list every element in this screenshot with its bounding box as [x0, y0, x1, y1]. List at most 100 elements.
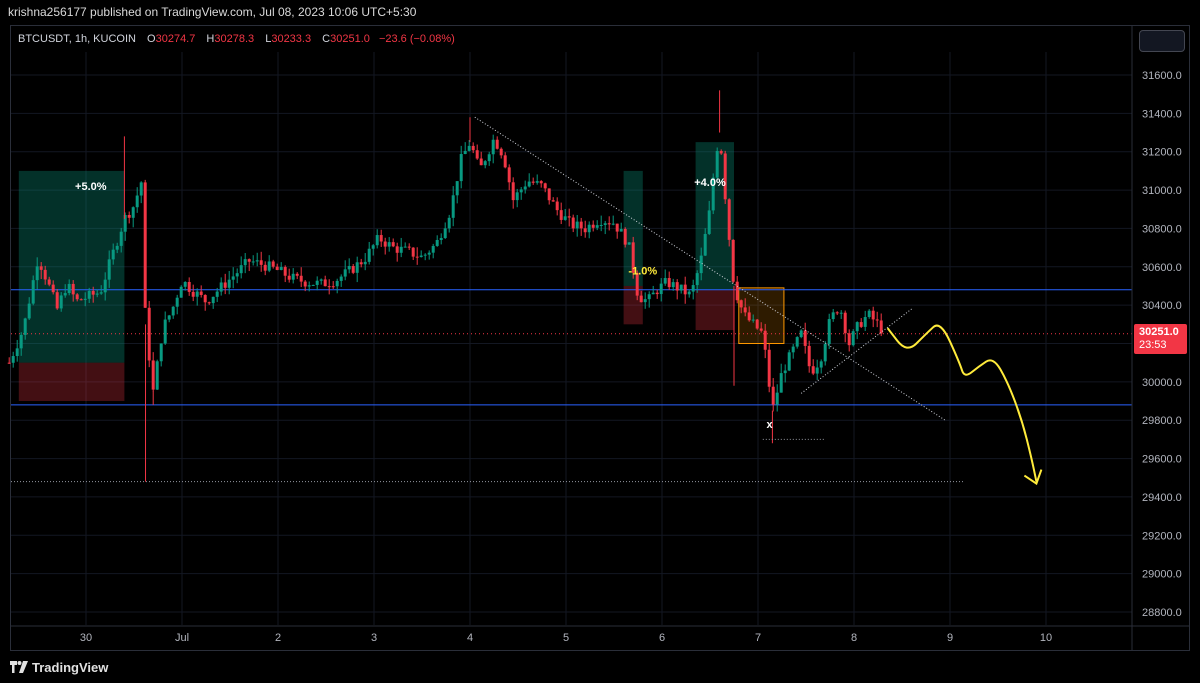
candle-body	[207, 302, 211, 304]
candle-body	[535, 181, 539, 183]
candle-body	[471, 145, 475, 151]
candle-body	[191, 291, 195, 297]
candle-body	[875, 319, 879, 321]
candle-body	[731, 239, 735, 282]
price-axis: 31600.0 31400.0 31200.0 31000.0 30800.0 30600…	[1131, 26, 1182, 651]
candle-body	[491, 139, 495, 155]
candle-body	[687, 291, 691, 295]
profit-zone	[623, 170, 643, 286]
candle-body	[371, 245, 375, 249]
y-tick-label: 28800.0	[1142, 607, 1182, 619]
candle-body	[815, 367, 819, 374]
candle-body	[351, 266, 355, 273]
candle-body	[39, 266, 43, 270]
y-tick-label: 30000.0	[1142, 377, 1182, 389]
candle-body	[443, 228, 447, 239]
forecast-arrowhead	[1023, 469, 1043, 486]
x-tick-label: 2	[275, 632, 281, 644]
candle-body	[299, 275, 303, 282]
candle-body	[747, 312, 751, 321]
symbol-label[interactable]: BTCUSDT, 1h, KUCOIN	[18, 33, 136, 45]
x-tick-label: 10	[1040, 632, 1052, 644]
candle-body	[143, 182, 147, 308]
candle-body	[119, 231, 123, 246]
position-tools	[18, 142, 785, 402]
candle-body	[603, 223, 607, 225]
candle-body	[843, 312, 847, 334]
candle-body	[515, 192, 519, 201]
x-tick-label: 5	[563, 632, 569, 644]
candle-body	[827, 319, 831, 345]
candle-body	[55, 292, 59, 309]
candle-body	[735, 281, 739, 301]
candle-body	[495, 139, 499, 149]
close-value: 30251.0	[330, 33, 370, 45]
candle-body	[871, 310, 875, 320]
candle-body	[139, 182, 143, 196]
chart-settings-button[interactable]	[1139, 30, 1185, 52]
candle-body	[307, 285, 311, 287]
candle-body	[199, 291, 203, 295]
published-text: krishna256177 published on TradingView.c…	[8, 5, 417, 19]
candle-body	[355, 262, 359, 273]
candle-body	[127, 214, 131, 218]
x-tick-label: Jul	[175, 632, 189, 644]
y-tick-label: 31400.0	[1142, 108, 1182, 120]
candle-body	[271, 261, 275, 267]
close-label: C	[322, 33, 331, 45]
candle-body	[163, 319, 167, 344]
candle-body	[579, 221, 583, 229]
candle-body	[467, 145, 471, 151]
candle-body	[619, 228, 623, 232]
candle-body	[415, 256, 419, 258]
candle-body	[155, 361, 159, 390]
candle-body	[75, 294, 79, 300]
candle-body	[363, 261, 367, 265]
x-tick-label: 4	[467, 632, 473, 644]
x-tick-label: 30	[80, 632, 92, 644]
candle-body	[267, 261, 271, 271]
candle-body	[791, 346, 795, 353]
candle-body	[331, 286, 335, 288]
candle-body	[879, 320, 883, 334]
candle-body	[711, 177, 715, 211]
candle-body	[79, 299, 83, 301]
candle-body	[147, 307, 151, 361]
trendline	[474, 116, 946, 421]
tradingview-brand[interactable]: TradingView	[10, 660, 108, 675]
candle-body	[131, 207, 135, 218]
candles	[7, 90, 883, 482]
candle-body	[231, 276, 235, 280]
y-tick-label: 29000.0	[1142, 569, 1182, 581]
candle-body	[615, 223, 619, 232]
candle-body	[215, 291, 219, 297]
candle-body	[547, 188, 551, 201]
open-value: 30274.7	[155, 33, 196, 45]
chart-frame[interactable]	[10, 25, 1190, 651]
candle-body	[103, 279, 107, 293]
candle-body	[587, 224, 591, 233]
candle-body	[643, 299, 647, 303]
candle-body	[387, 242, 391, 247]
candle-body	[799, 330, 803, 338]
candle-body	[67, 283, 71, 294]
ohlc-legend: BTCUSDT, 1h, KUCOIN O30274.7 H30278.3 L3…	[18, 33, 455, 45]
candle-body	[175, 297, 179, 307]
candle-body	[627, 242, 631, 245]
candle-body	[431, 245, 435, 253]
y-tick-label: 31000.0	[1142, 185, 1182, 197]
low-value: 30233.3	[271, 33, 312, 45]
candle-body	[403, 246, 407, 248]
candle-body	[763, 330, 767, 350]
footer	[0, 653, 1200, 683]
candle-body	[171, 306, 175, 316]
candle-body	[759, 328, 763, 331]
change-value: −23.6 (−0.08%)	[378, 33, 455, 45]
candle-body	[327, 286, 331, 288]
candle-body	[339, 276, 343, 281]
candle-body	[459, 154, 463, 182]
candle-body	[291, 273, 295, 280]
annotation-label: +5.0%	[75, 181, 107, 193]
candle-body	[407, 246, 411, 248]
